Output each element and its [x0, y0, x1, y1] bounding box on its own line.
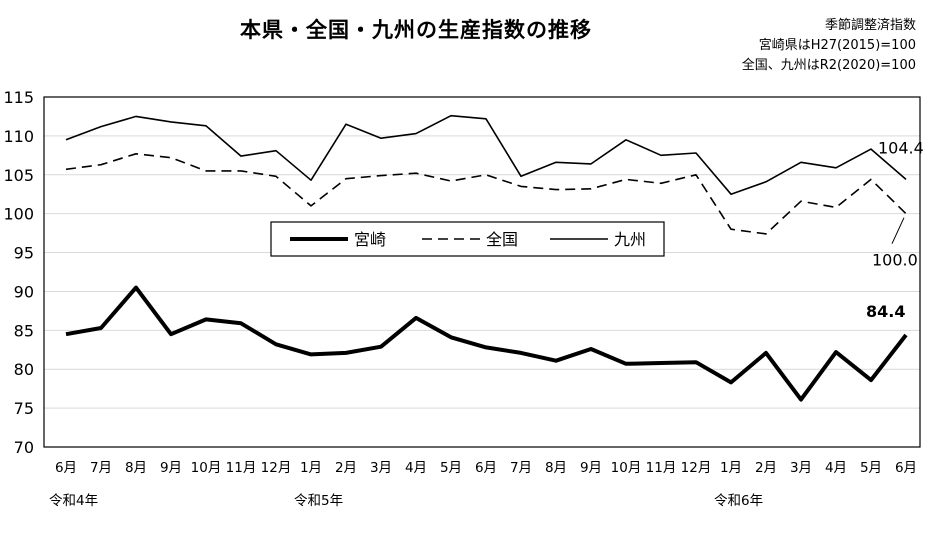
x-tick-label-2: 8月 — [125, 460, 147, 476]
legend-label-1: 全国 — [486, 230, 518, 249]
x-tick-label-18: 12月 — [681, 460, 712, 476]
x-tick-label-11: 5月 — [440, 460, 462, 476]
x-tick-label-5: 11月 — [226, 460, 257, 476]
x-tick-label-12: 6月 — [475, 460, 497, 476]
x-tick-label-16: 10月 — [611, 460, 642, 476]
legend-label-0: 宮崎 — [354, 230, 386, 249]
y-tick-label-75: 75 — [14, 399, 34, 418]
x-tick-label-24: 6月 — [895, 460, 917, 476]
x-tick-label-0: 6月 — [55, 460, 77, 476]
y-tick-label-100: 100 — [3, 205, 34, 224]
x-tick-label-19: 1月 — [720, 460, 742, 476]
x-tick-label-22: 4月 — [825, 460, 847, 476]
x-tick-label-15: 9月 — [580, 460, 602, 476]
x-tick-label-14: 8月 — [545, 460, 567, 476]
annotation-leader-1 — [891, 217, 905, 244]
x-tick-label-9: 3月 — [370, 460, 392, 476]
series-line-0 — [65, 285, 908, 402]
data-label-全国: 100.0 — [872, 251, 918, 270]
x-tick-label-13: 7月 — [510, 460, 532, 476]
x-tick-label-3: 9月 — [160, 460, 182, 476]
x-tick-label-4: 10月 — [191, 460, 222, 476]
series-line-1 — [65, 153, 907, 235]
y-tick-label-85: 85 — [14, 321, 34, 340]
data-label-宮崎: 84.4 — [866, 302, 905, 321]
x-tick-label-8: 2月 — [335, 460, 357, 476]
x-tick-label-6: 12月 — [261, 460, 292, 476]
chart-title: 本県・全国・九州の生産指数の推移 — [240, 18, 592, 42]
x-tick-label-17: 11月 — [646, 460, 677, 476]
x-tick-label-1: 7月 — [90, 460, 112, 476]
note-seasonal: 季節調整済指数 — [824, 18, 916, 33]
series-line-2 — [65, 114, 907, 195]
note-national-base: 全国、九州はR2(2020)=100 — [741, 58, 916, 73]
note-miyazaki-base: 宮崎県はH27(2015)=100 — [758, 38, 916, 53]
plot-frame — [43, 96, 921, 448]
x-tick-label-7: 1月 — [300, 460, 322, 476]
y-tick-label-80: 80 — [14, 360, 34, 379]
y-tick-label-90: 90 — [14, 282, 34, 301]
y-tick-label-115: 115 — [3, 88, 34, 107]
y-tick-label-105: 105 — [3, 166, 34, 185]
y-tick-label-95: 95 — [14, 244, 34, 263]
x-tick-label-21: 3月 — [790, 460, 812, 476]
legend-label-2: 九州 — [614, 230, 646, 249]
y-tick-label-110: 110 — [3, 127, 34, 146]
data-label-九州: 104.4 — [878, 138, 924, 157]
year-label-0: 令和4年 — [49, 493, 98, 509]
x-tick-label-23: 5月 — [860, 460, 882, 476]
year-label-19: 令和6年 — [714, 493, 763, 509]
x-tick-label-10: 4月 — [405, 460, 427, 476]
year-label-7: 令和5年 — [294, 493, 343, 509]
x-tick-label-20: 2月 — [755, 460, 777, 476]
y-tick-label-70: 70 — [14, 438, 34, 457]
